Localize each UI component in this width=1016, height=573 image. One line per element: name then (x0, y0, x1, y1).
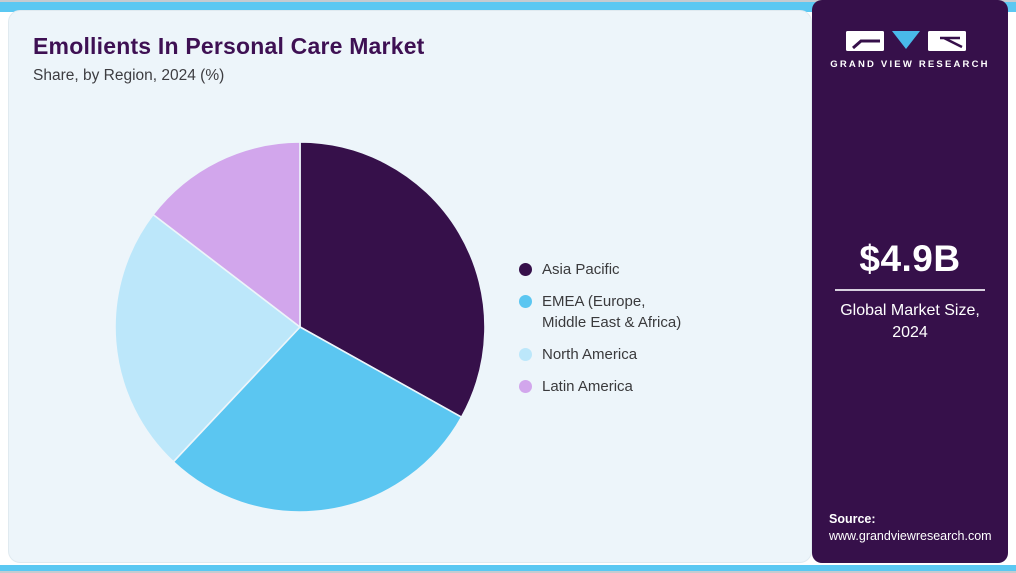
legend-label: Asia Pacific (542, 261, 620, 278)
top-accent-strip (0, 0, 1016, 12)
pie-slice-emea-europe-middle-east-africa (172, 326, 463, 513)
chart-header: Emollients In Personal Care Market Share… (33, 33, 425, 85)
pie-slice-latin-america (152, 141, 301, 328)
source-label: Source: (829, 512, 876, 526)
market-size-block: $4.9B Global Market Size, 2024 (812, 238, 1008, 344)
legend-label: Latin America (542, 378, 633, 395)
source-url: www.grandviewresearch.com (829, 529, 992, 543)
pie-slice-north-america (114, 213, 301, 463)
legend-item-emea-europe: EMEA (Europe, Middle East & Africa) (519, 291, 681, 333)
legend-label: North America (542, 346, 638, 363)
market-size-label: Global Market Size, 2024 (840, 302, 980, 341)
brand-sidebar: GRAND VIEW RESEARCH $4.9B Global Market … (812, 0, 1008, 563)
legend-color-dot (519, 295, 532, 308)
chart-card: Emollients In Personal Care Market Share… (8, 10, 812, 563)
page-title: Emollients In Personal Care Market (33, 33, 425, 59)
stat-divider (835, 289, 985, 291)
legend-label: EMEA (Europe, Middle East & Africa) (542, 293, 682, 331)
brand-name: GRAND VIEW RESEARCH (830, 59, 990, 70)
page-subtitle: Share, by Region, 2024 (%) (33, 67, 225, 84)
legend-color-dot (519, 380, 532, 393)
chart-legend: Asia Pacific EMEA (Europe, Middle East & … (519, 259, 681, 397)
source-block: Source: www.grandviewresearch.com (829, 512, 992, 543)
legend-color-dot (519, 348, 532, 361)
legend-item-north-america: North America (519, 344, 681, 365)
pie-slice-asia-pacific (299, 141, 486, 418)
logo-triangle-icon (892, 31, 920, 49)
legend-item-latin-america: Latin America (519, 376, 681, 397)
pie-chart (114, 141, 486, 513)
legend-color-dot (519, 263, 532, 276)
gvr-logo-icon (846, 31, 966, 51)
market-size-value: $4.9B (859, 238, 961, 279)
legend-item-asia-pacific: Asia Pacific (519, 259, 681, 280)
bottom-accent-strip (0, 565, 1016, 573)
brand-logo-block: GRAND VIEW RESEARCH (812, 30, 1008, 70)
